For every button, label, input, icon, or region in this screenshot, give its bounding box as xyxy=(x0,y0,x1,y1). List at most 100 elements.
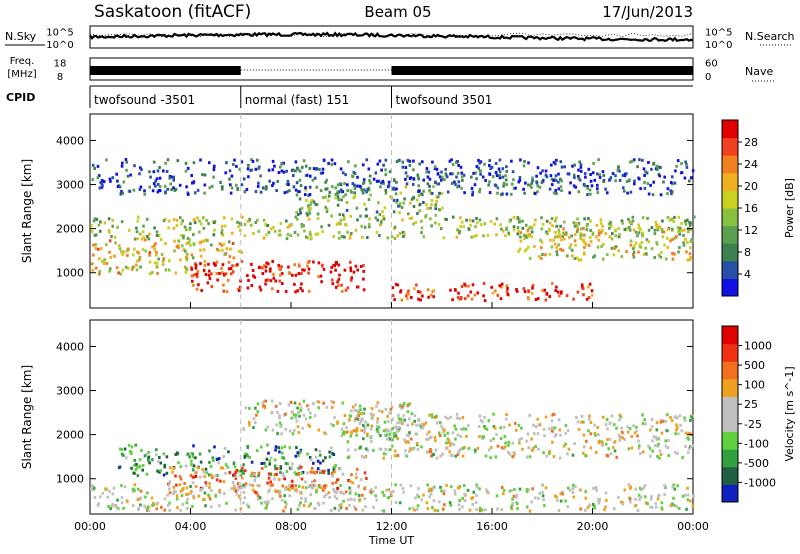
rti-panel-3-pixel xyxy=(188,238,191,242)
rti-panel-3-pixel xyxy=(590,184,594,188)
noise-tick-left-bottom: 10^0 xyxy=(46,40,73,51)
rti-panel-4-pixel xyxy=(192,464,196,468)
rti-panel-4-pixel xyxy=(120,484,123,488)
rti-panel-3-pixel xyxy=(432,295,435,299)
rti-panel-4-pixel xyxy=(418,423,421,427)
rti-panel-3-pixel xyxy=(98,186,102,190)
rti-panel-4-pixel xyxy=(499,437,503,440)
rti-panel-4-pixel xyxy=(541,483,544,487)
rti-panel-3-pixel xyxy=(294,188,298,192)
rti-panel-3-pixel xyxy=(570,234,573,238)
rti-panel-3-pixel xyxy=(165,170,169,173)
rti-panel-4-pixel xyxy=(366,448,369,452)
rti-panel-3-pixel xyxy=(235,164,238,168)
rti-panel-4-pixel xyxy=(293,471,297,475)
rti-panel-3-pixel xyxy=(470,175,473,179)
rti-panel-4-pixel xyxy=(427,437,430,441)
rti-panel-3-pixel xyxy=(90,262,94,266)
rti-panel-4-pixel xyxy=(295,419,299,423)
rti-panel-4-pixel xyxy=(284,487,287,491)
rti-panel-4-pixel xyxy=(219,479,222,483)
rti-panel-3-pixel xyxy=(338,273,341,277)
rti-panel-3-pixel xyxy=(164,161,167,165)
rti-panel-4-pixel xyxy=(538,423,542,427)
rti-panel-3-pixel xyxy=(670,192,673,196)
rti-panel-4-pixel xyxy=(401,420,405,424)
rti-panel-4-pixel xyxy=(297,466,301,470)
rti-panel-4-pixel xyxy=(357,410,360,414)
rti-panel-4-pixel xyxy=(347,498,350,502)
rti-panel-3-pixel xyxy=(139,265,142,269)
rti-panel-3-pixel xyxy=(115,172,118,176)
rti-panel-3-pixel xyxy=(322,267,326,271)
rti-panel-4-pixel xyxy=(394,483,397,487)
rti-panel-4-pixel xyxy=(617,433,621,437)
rti-panel-4-pixel xyxy=(133,483,137,487)
rti-panel-4-pixel xyxy=(551,440,554,444)
rti-panel-3-pixel xyxy=(554,174,558,178)
rti-panel-4-pixel xyxy=(380,410,384,414)
rti-panel-3-pixel xyxy=(329,270,333,274)
rti-panel-3-pixel xyxy=(597,233,601,237)
rti-panel-3-pixel xyxy=(680,221,683,225)
rti-panel-3-pixel xyxy=(572,221,576,225)
rti-panel-3-pixel xyxy=(246,164,250,168)
rti-panel-3-pixel xyxy=(268,269,272,273)
rti-panel-3-pixel xyxy=(496,293,500,297)
rti-panel-3-pixel xyxy=(338,236,341,240)
rti-panel-3-pixel xyxy=(109,255,112,259)
rti-panel-4-pixel xyxy=(185,453,188,457)
rti-panel-3-pixel xyxy=(161,259,165,263)
rti-panel-4-pixel xyxy=(450,442,453,445)
freq-band-1 xyxy=(90,66,241,75)
rti-panel-3-pixel xyxy=(585,224,589,228)
rti-panel-3-pixel xyxy=(616,166,620,170)
rti-panel-3-pixel xyxy=(199,262,202,266)
rti-panel-3-pixel xyxy=(531,286,534,290)
rti-panel-4-pixel xyxy=(495,494,499,498)
rti-panel-4-pixel xyxy=(413,414,417,418)
rti-panel-4-pixel xyxy=(393,449,397,453)
rti-panel-3-pixel xyxy=(399,231,402,235)
rti-panel-4-pixel xyxy=(334,463,337,467)
rti-panel-4-pixel xyxy=(496,444,500,448)
rti-panel-3-pixel xyxy=(183,249,187,253)
rti-panel-3-pixel xyxy=(132,188,136,192)
rti-panel-4-pixel xyxy=(263,404,266,408)
rti-panel-3-pixel xyxy=(297,168,300,172)
rti-panel-3-pixel xyxy=(138,188,142,191)
rti-panel-3-pixel xyxy=(337,198,340,202)
rti-panel-3-pixel xyxy=(530,185,533,189)
colorbar-3-swatch xyxy=(722,172,738,191)
rti-panel-3-pixel xyxy=(367,198,371,201)
rti-panel-4-pixel xyxy=(232,484,236,488)
rti-panel-3-pixel xyxy=(404,166,408,169)
rti-panel-3-pixel xyxy=(362,288,366,292)
rti-panel-4-pixel xyxy=(557,418,561,422)
rti-panel-3-pixel xyxy=(679,226,682,230)
rti-panel-3-pixel xyxy=(677,215,681,219)
rti-panel-4-pixel xyxy=(657,437,660,441)
rti-panel-3-pixel xyxy=(202,226,206,230)
rti-panel-4-pixel xyxy=(180,494,184,498)
rti-panel-4-pixel xyxy=(190,489,193,493)
rti-panel-3-pixel xyxy=(644,246,647,250)
rti-panel-4-pixel xyxy=(251,488,255,492)
rti-panel-3-pixel xyxy=(234,264,238,267)
rti-panel-3-pixel xyxy=(339,182,342,186)
rti-panel-4-pixel xyxy=(516,502,519,506)
rti-panel-3-pixel xyxy=(618,178,622,182)
rti-panel-3-pixel xyxy=(579,163,583,167)
rti-panel-3-pixel xyxy=(690,238,694,241)
rti-panel-4-pixel xyxy=(208,486,211,489)
rti-panel-3-pixel xyxy=(374,216,378,220)
rti-panel-3-pixel xyxy=(555,285,558,289)
rti-panel-3-pixel xyxy=(631,219,635,223)
rti-panel-4-pixel xyxy=(636,509,640,512)
rti-panel-4-pixel xyxy=(691,504,695,508)
colorbar-4-swatch xyxy=(722,361,738,380)
rti-panel-4-pixel xyxy=(315,490,318,494)
rti-panel-3-pixel xyxy=(243,223,247,226)
rti-panel-3-pixel xyxy=(125,168,128,172)
rti-panel-4-pixel xyxy=(289,400,293,404)
